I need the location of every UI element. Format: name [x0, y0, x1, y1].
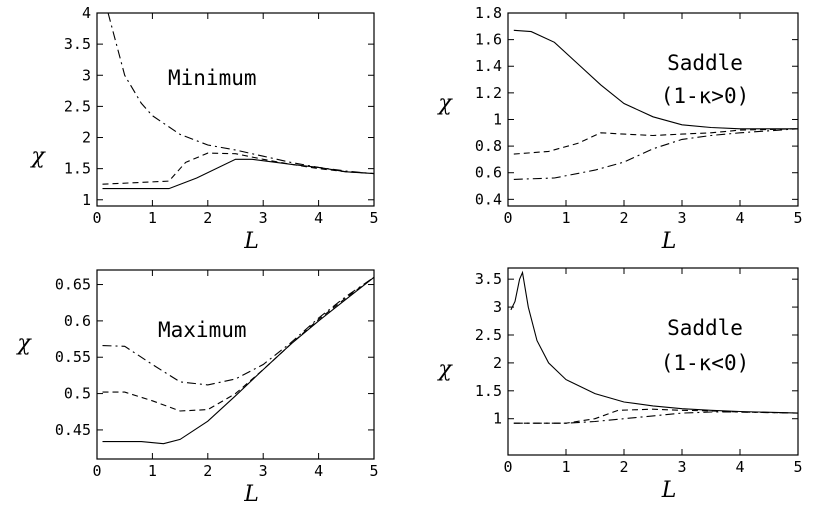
- x-axis-label: L: [661, 229, 677, 254]
- y-tick-label: 1: [493, 110, 502, 128]
- x-tick-label: 3: [677, 458, 686, 476]
- y-tick-label: 2.5: [64, 97, 91, 115]
- x-tick-label: 2: [203, 209, 212, 227]
- panel-4: 0 1 2 3 4 5 1 1.5 2 2.5 3 3.5 Lχ Saddle (1-κ<0): [436, 267, 803, 503]
- annotation: (1-κ<0): [661, 351, 750, 375]
- x-tick-label: 1: [561, 458, 570, 476]
- plot-frame: [507, 267, 799, 456]
- series-line-dashdot: [107, 12, 375, 175]
- x-tick-label: 0: [92, 462, 101, 480]
- x-axis-label: L: [661, 478, 677, 503]
- y-tick-label: 0.4: [475, 190, 502, 208]
- annotation: Saddle: [667, 316, 743, 340]
- series-line-solid: [102, 276, 375, 445]
- y-tick-label: 1.5: [64, 160, 91, 178]
- y-tick-label: 3: [493, 298, 502, 316]
- x-axis-label: L: [243, 482, 259, 507]
- y-tick-label: 1.5: [475, 382, 502, 400]
- panel-2: 0 1 2 3 4 5 0.4 0.6 0.8 1 1.2 1.4 1.6 1.8 Lχ Saddle (1-κ…: [436, 4, 802, 254]
- plot-frame: [507, 12, 799, 207]
- y-tick-label: 0.45: [55, 421, 91, 439]
- x-axis-label: L: [243, 229, 259, 254]
- series-line-dashed: [102, 276, 375, 412]
- x-tick-label: 1: [561, 209, 570, 227]
- y-tick-label: 1.2: [475, 84, 502, 102]
- x-tick-label: 2: [203, 462, 212, 480]
- y-tick-label: 1.8: [475, 4, 502, 22]
- y-tick-label: 0.55: [55, 348, 91, 366]
- y-tick-label: 3.5: [64, 35, 91, 53]
- y-tick-label: 3.5: [475, 270, 502, 288]
- series-line-dashdot: [513, 128, 799, 180]
- y-tick-label: 0.8: [475, 137, 502, 155]
- plot-frame: [96, 269, 375, 460]
- y-tick-label: 2.5: [475, 326, 502, 344]
- y-axis-label: χ: [29, 144, 46, 169]
- y-tick-label: 0.6: [64, 312, 91, 330]
- plot-frame: [96, 12, 375, 207]
- x-tick-label: 3: [677, 209, 686, 227]
- y-axis-label: χ: [15, 331, 32, 356]
- y-tick-label: 1.4: [475, 57, 502, 75]
- series-line-dashdot: [102, 276, 375, 386]
- x-tick-label: 4: [314, 462, 323, 480]
- y-tick-label: 0.5: [64, 385, 91, 403]
- x-tick-label: 3: [259, 462, 268, 480]
- x-tick-label: 3: [259, 209, 268, 227]
- annotation: Maximum: [158, 318, 247, 342]
- y-axis-label: χ: [436, 91, 453, 116]
- series-line-dashed: [102, 152, 375, 185]
- x-tick-label: 0: [503, 209, 512, 227]
- y-tick-label: 1.6: [475, 31, 502, 49]
- x-tick-label: 1: [148, 462, 157, 480]
- x-tick-label: 5: [369, 462, 378, 480]
- x-tick-label: 5: [793, 458, 802, 476]
- x-tick-label: 2: [619, 209, 628, 227]
- y-tick-label: 0.65: [55, 276, 91, 294]
- y-tick-label: 1: [82, 191, 91, 209]
- x-tick-label: 4: [735, 209, 744, 227]
- series-line-solid: [513, 29, 798, 130]
- y-tick-label: 1: [493, 410, 502, 428]
- series-line-solid: [510, 270, 799, 414]
- series-line-dashdot: [513, 411, 799, 424]
- annotation: Saddle: [667, 51, 743, 75]
- x-tick-label: 4: [735, 458, 744, 476]
- y-tick-label: 3: [82, 66, 91, 84]
- x-tick-label: 0: [503, 458, 512, 476]
- series-line-dashed: [513, 408, 799, 424]
- annotation: (1-κ>0): [661, 84, 750, 108]
- series-line-dashed: [513, 128, 799, 155]
- x-tick-label: 5: [369, 209, 378, 227]
- x-tick-label: 4: [314, 209, 323, 227]
- series-line-solid: [102, 158, 375, 190]
- y-tick-label: 2: [82, 129, 91, 147]
- y-axis-label: χ: [436, 357, 453, 382]
- x-tick-label: 0: [92, 209, 101, 227]
- x-tick-label: 5: [793, 209, 802, 227]
- panel-3: 0 1 2 3 4 5 0.45 0.5 0.55 0.6 0.65 Lχ Maximum: [15, 269, 379, 507]
- y-tick-label: 4: [82, 4, 91, 22]
- y-tick-label: 2: [493, 354, 502, 372]
- annotation: Minimum: [168, 66, 257, 90]
- x-tick-label: 2: [619, 458, 628, 476]
- x-tick-label: 1: [148, 209, 157, 227]
- y-tick-label: 0.6: [475, 164, 502, 182]
